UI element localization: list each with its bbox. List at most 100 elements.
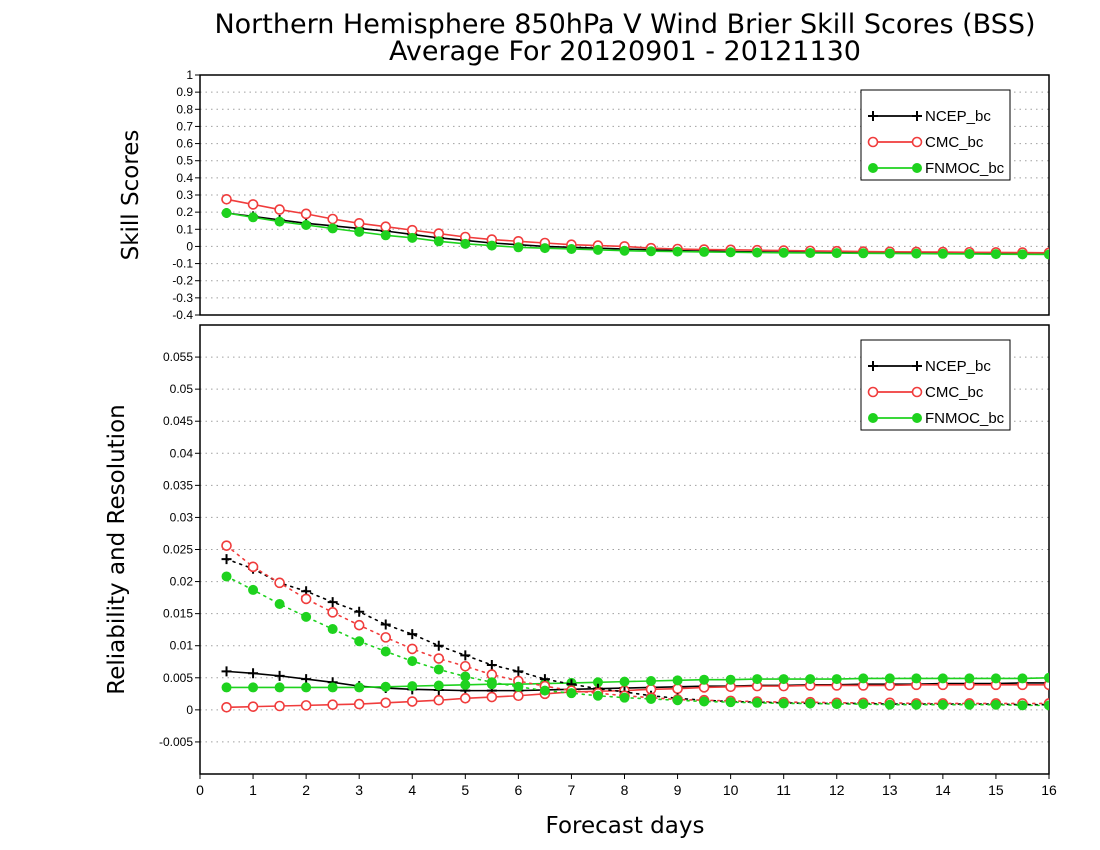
legend-item-fnmoc-bc: FNMOC_bc [868,160,1005,177]
y-tick-label: 0.8 [176,102,193,116]
data-point [619,245,630,256]
y-tick-label: 0.2 [176,205,193,219]
data-point [380,632,392,643]
reliability-resolution-panel: -0.005 0 0.005 0.01 0.015 0.02 0.025 0.03 0.035 0… [104,324,1050,775]
data-point [300,593,312,605]
data-point [990,699,1001,710]
data-point [1017,673,1028,684]
data-point [858,699,869,710]
data-point [699,674,710,685]
data-point [380,221,392,233]
data-point [406,643,418,655]
legend-marker [912,413,922,423]
y-tick-label: -0.1 [172,257,193,271]
y-tick-label: -0.2 [172,274,193,288]
data-point [964,699,975,710]
data-point [1044,249,1049,260]
x-tick-label: 3 [355,782,363,798]
y-tick-label: 0.015 [163,607,193,621]
y-axis-label: Reliability and Resolution [104,404,130,694]
data-point [513,666,524,677]
legend-marker [912,361,922,371]
data-point [460,650,471,661]
data-point [539,685,550,696]
data-point [274,599,285,610]
legend-label: NCEP_bc [925,358,991,375]
legend-label: NCEP_bc [925,108,991,125]
series-fnmoc-bc-solid [221,208,1049,260]
legend-marker [911,136,923,148]
plot-frame [199,74,1050,316]
x-tick-label: 12 [829,782,845,798]
data-point [699,696,710,707]
data-point [911,699,922,710]
legend-marker [867,386,879,398]
data-point [831,674,842,685]
x-axis: 0 1 2 3 4 5 6 7 8 9 10 11 12 13 14 15 16 [196,774,1057,798]
data-point [725,247,736,258]
legend-marker [868,163,878,173]
data-point [354,682,365,693]
data-point [486,691,498,703]
y-tick-label: 0.3 [176,188,193,202]
data-point [327,682,338,693]
data-point [460,671,471,682]
data-point [884,673,895,684]
data-point [380,646,391,657]
data-point [433,640,444,651]
data-point [406,696,418,707]
y-tick-label: 0.01 [170,639,194,653]
data-point [699,246,710,257]
data-point [274,216,285,227]
data-point [301,611,312,622]
y-tick-label: 0 [186,703,193,717]
data-point [433,694,445,706]
legend-marker [912,163,922,173]
data-point [433,236,444,247]
y-tick-label: 0.6 [176,137,193,151]
legend-marker [911,386,923,398]
legend: NCEP_bc CMC_bc FNMOC_bc [860,89,1011,181]
data-point [327,699,338,711]
data-point [380,681,391,692]
data-point [327,223,338,234]
legend-item-cmc-bc: CMC_bc [867,384,984,401]
y-tick-label: 0.05 [170,382,194,396]
data-point [221,554,232,565]
data-point [778,698,789,709]
data-point [858,673,869,684]
data-point [752,697,763,708]
data-point [831,699,842,710]
y-tick-label: -0.3 [172,291,193,305]
y-tick-label: -0.005 [159,735,193,749]
data-point [990,249,1001,260]
x-tick-label: 2 [302,782,310,798]
data-point [884,699,895,710]
legend-item-cmc-bc: CMC_bc [867,134,984,151]
y-tick-label: 0.9 [176,85,193,99]
x-tick-label: 14 [935,782,951,798]
data-point [805,247,816,258]
legend-marker [867,136,879,148]
data-point [301,674,312,685]
data-point [274,682,285,693]
data-point [353,619,365,631]
data-point [566,244,577,254]
chart-subtitle: Average For 20120901 - 20121130 [389,36,861,67]
legend-marker [868,111,878,121]
data-point [513,242,524,253]
x-tick-label: 10 [723,782,739,798]
data-point [248,668,259,679]
x-tick-label: 11 [776,782,791,798]
data-point [513,690,524,702]
data-point [327,213,338,225]
y-tick-label: 0.055 [163,350,193,364]
data-point [354,226,365,237]
y-tick-label: 0.035 [163,478,193,492]
data-point [407,681,418,692]
legend-box [860,339,1011,431]
data-point [433,680,444,691]
series-fnmoc-bc-dotted [221,571,1049,711]
data-point [301,220,312,230]
data-point [433,653,445,664]
